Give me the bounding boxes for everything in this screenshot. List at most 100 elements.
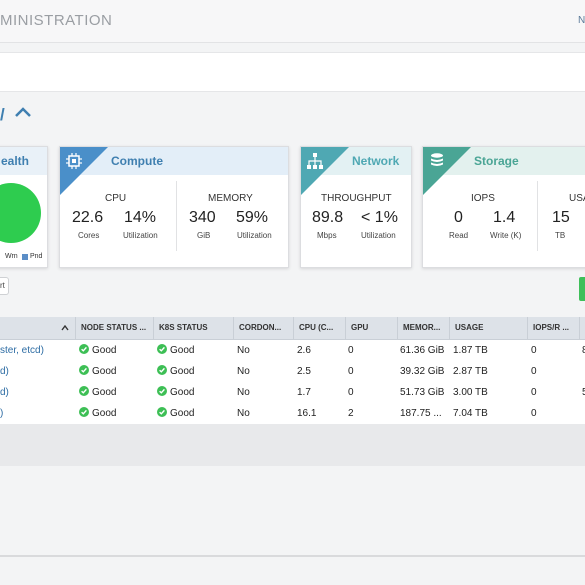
memory-gib-label: GiB [197, 231, 211, 240]
user-menu[interactable]: N [578, 15, 585, 26]
network-icon [307, 153, 323, 169]
usage-tb-label: TB [555, 231, 566, 240]
table-row[interactable]: d) Good Good No 2.5 0 39.32 GiB 2.87 TB … [0, 361, 585, 383]
app-title: MINISTRATION [0, 12, 113, 29]
health-card-header: ealth [0, 147, 47, 175]
iops-read-label: Read [449, 231, 469, 240]
gpu-cell: 0 [348, 345, 354, 356]
node-status-text: Good [92, 366, 117, 377]
filter-chip[interactable]: rt [0, 277, 9, 295]
chevron-up-icon[interactable] [14, 106, 32, 118]
usage-cell: 3.00 TB [453, 387, 488, 398]
table-row[interactable]: ster, etcd) Good Good No 2.6 0 61.36 GiB… [0, 340, 585, 362]
k8s-status-cell: Good [157, 340, 194, 361]
cpu-cores-value: 22.6 [72, 209, 104, 226]
table-row[interactable]: ) Good Good No 16.1 2 187.75 ... 7.04 TB… [0, 403, 585, 425]
usage-cell: 7.04 TB [453, 408, 488, 419]
col-header-gpu[interactable]: GPU [345, 317, 397, 339]
check-circle-icon [157, 365, 167, 375]
cpu-util-label: Utilization [123, 231, 158, 240]
gpu-cell: 0 [348, 387, 354, 398]
k8s-status-cell: Good [157, 403, 194, 424]
node-name-link[interactable]: ster, etcd) [0, 345, 44, 356]
storage-divider [537, 181, 538, 251]
memory-cell: 51.73 GiB [400, 387, 445, 398]
throughput-mbps-value: 89.8 [312, 209, 344, 226]
iops-cell: 0 [531, 366, 537, 377]
table-row[interactable]: d) Good Good No 1.7 0 51.73 GiB 3.00 TB … [0, 382, 585, 404]
cpu-cell: 2.6 [297, 345, 311, 356]
k8s-status-cell: Good [157, 382, 194, 403]
gpu-cell: 2 [348, 408, 354, 419]
usage-cell: 1.87 TB [453, 345, 488, 356]
health-card-title: ealth [1, 154, 30, 168]
iops-label: IOPS [471, 193, 495, 204]
cpu-util-value: 14% [124, 209, 157, 226]
node-status-text: Good [92, 345, 117, 356]
network-card-title: Network [352, 154, 400, 168]
sub-toolbar [0, 52, 585, 92]
table-header: NODE STATUS ... K8S STATUS CORDON... CPU… [0, 317, 585, 340]
iops-cell: 0 [531, 345, 537, 356]
extra-cell: 5 [582, 387, 585, 398]
cordoned-cell: No [237, 366, 250, 377]
col-header-memory[interactable]: MEMOR... [397, 317, 449, 339]
throughput-util-label: Utilization [361, 231, 396, 240]
cordoned-cell: No [237, 387, 250, 398]
node-name-link[interactable]: ) [0, 408, 4, 419]
node-name-link[interactable]: d) [0, 387, 9, 398]
memory-cell: 61.36 GiB [400, 345, 445, 356]
throughput-util-value: < 1% [361, 209, 398, 226]
node-name-link[interactable]: d) [0, 366, 9, 377]
database-icon [431, 153, 443, 166]
extra-cell: 8 [582, 345, 585, 356]
node-status-cell: Good [79, 382, 116, 403]
throughput-mbps-label: Mbps [317, 231, 337, 240]
check-circle-icon [157, 407, 167, 417]
col-header-cordoned[interactable]: CORDON... [233, 317, 293, 339]
bottom-divider [0, 555, 585, 557]
memory-gib-value: 340 [189, 209, 216, 226]
col-header-node-status[interactable]: NODE STATUS ... [75, 317, 153, 339]
col-header-usage[interactable]: USAGE [449, 317, 527, 339]
usage-tb-value: 15 [552, 209, 570, 226]
section-title: / [0, 105, 5, 124]
k8s-status-text: Good [170, 387, 195, 398]
top-bar: MINISTRATION N [0, 0, 585, 43]
memory-label: MEMORY [208, 193, 253, 204]
iops-write-value: 1.4 [493, 209, 516, 226]
k8s-status-text: Good [170, 408, 195, 419]
check-circle-icon [79, 344, 89, 354]
compute-card: Compute CPU 22.6 Cores 14% Utilization M… [59, 146, 289, 268]
action-button[interactable] [579, 277, 585, 301]
cordoned-cell: No [237, 345, 250, 356]
col-header-iops[interactable]: IOPS/R ... [527, 317, 579, 339]
col-header-cpu[interactable]: CPU (C... [293, 317, 345, 339]
iops-read-value: 0 [454, 209, 463, 226]
table-footer [0, 424, 585, 466]
compute-divider [176, 181, 177, 251]
check-circle-icon [79, 365, 89, 375]
check-circle-icon [79, 386, 89, 396]
usage-label: USA [569, 193, 585, 204]
node-status-text: Good [92, 408, 117, 419]
health-donut-chart [0, 183, 41, 243]
network-card: Network THROUGHPUT 89.8 Mbps < 1% Utiliz… [300, 146, 412, 268]
iops-write-label: Write (K) [490, 231, 522, 240]
cpu-cell: 2.5 [297, 366, 311, 377]
iops-cell: 0 [531, 408, 537, 419]
storage-corner [423, 147, 471, 195]
k8s-status-text: Good [170, 366, 195, 377]
throughput-label: THROUGHPUT [321, 193, 392, 204]
node-status-cell: Good [79, 361, 116, 382]
node-status-cell: Good [79, 403, 116, 424]
k8s-status-cell: Good [157, 361, 194, 382]
sort-up-icon[interactable] [61, 325, 69, 331]
col-header-extra[interactable] [579, 317, 585, 339]
check-circle-icon [157, 386, 167, 396]
col-header-k8s-status[interactable]: K8S STATUS [153, 317, 233, 339]
node-status-cell: Good [79, 340, 116, 361]
cpu-label: CPU [105, 193, 127, 204]
k8s-status-text: Good [170, 345, 195, 356]
memory-cell: 39.32 GiB [400, 366, 445, 377]
